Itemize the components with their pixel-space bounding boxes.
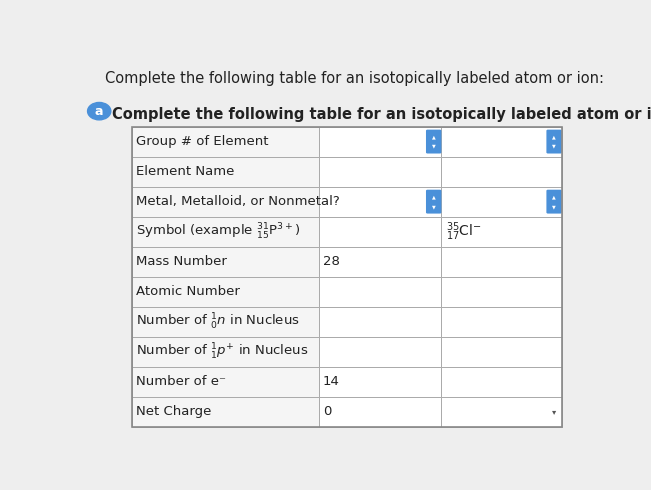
- Bar: [132, 217, 319, 246]
- Text: ▼: ▼: [432, 204, 436, 209]
- Text: ▾: ▾: [552, 407, 557, 416]
- Bar: [319, 126, 441, 157]
- Bar: [319, 217, 441, 246]
- Text: Mass Number: Mass Number: [135, 255, 227, 268]
- Text: $^{35}_{17}\mathrm{Cl}^{-}$: $^{35}_{17}\mathrm{Cl}^{-}$: [446, 220, 482, 243]
- Bar: [132, 367, 319, 397]
- Text: Symbol (example $^{31}_{15}\mathrm{P}^{3+}$): Symbol (example $^{31}_{15}\mathrm{P}^{3…: [135, 221, 300, 242]
- Bar: [132, 307, 319, 337]
- Bar: [132, 246, 319, 277]
- Bar: [441, 367, 562, 397]
- Bar: [441, 187, 562, 217]
- FancyBboxPatch shape: [426, 190, 441, 214]
- Bar: [441, 337, 562, 367]
- FancyBboxPatch shape: [426, 130, 441, 153]
- Text: Number of $^{1}_{0}n$ in Nucleus: Number of $^{1}_{0}n$ in Nucleus: [135, 312, 299, 332]
- Text: a: a: [95, 105, 104, 118]
- Text: Complete the following table for an isotopically labeled atom or ion:: Complete the following table for an isot…: [105, 71, 603, 86]
- Bar: [132, 126, 319, 157]
- Text: Metal, Metalloid, or Nonmetal?: Metal, Metalloid, or Nonmetal?: [135, 195, 339, 208]
- Text: Complete the following table for an isotopically labeled atom or ion:: Complete the following table for an isot…: [113, 106, 651, 122]
- Bar: [319, 367, 441, 397]
- Text: ▲: ▲: [432, 134, 436, 139]
- Bar: [441, 126, 562, 157]
- Bar: [132, 277, 319, 307]
- Bar: [441, 217, 562, 246]
- Bar: [319, 307, 441, 337]
- Bar: [132, 397, 319, 427]
- Bar: [319, 157, 441, 187]
- Text: Number of $^{1}_{1}p^{+}$ in Nucleus: Number of $^{1}_{1}p^{+}$ in Nucleus: [135, 342, 308, 362]
- Text: ▼: ▼: [552, 144, 556, 149]
- Bar: [132, 337, 319, 367]
- Text: ▲: ▲: [552, 195, 556, 199]
- Bar: [319, 187, 441, 217]
- Text: 0: 0: [323, 405, 331, 418]
- Text: 28: 28: [323, 255, 340, 268]
- Text: Number of e⁻: Number of e⁻: [135, 375, 226, 388]
- Text: ▼: ▼: [432, 144, 436, 149]
- Text: Atomic Number: Atomic Number: [135, 285, 240, 298]
- Text: 14: 14: [323, 375, 340, 388]
- Text: Net Charge: Net Charge: [135, 405, 211, 418]
- Bar: [441, 397, 562, 427]
- Text: ▲: ▲: [552, 134, 556, 139]
- FancyBboxPatch shape: [546, 190, 562, 214]
- FancyBboxPatch shape: [546, 130, 562, 153]
- Bar: [441, 277, 562, 307]
- Text: Group # of Element: Group # of Element: [135, 135, 268, 148]
- Text: ▼: ▼: [552, 204, 556, 209]
- Bar: [441, 157, 562, 187]
- Bar: [132, 126, 562, 427]
- Circle shape: [88, 102, 111, 120]
- Bar: [319, 337, 441, 367]
- Bar: [319, 246, 441, 277]
- Bar: [441, 307, 562, 337]
- Bar: [319, 277, 441, 307]
- Bar: [132, 187, 319, 217]
- Bar: [441, 246, 562, 277]
- Text: ▲: ▲: [432, 195, 436, 199]
- Bar: [319, 397, 441, 427]
- Text: Element Name: Element Name: [135, 165, 234, 178]
- Bar: [132, 157, 319, 187]
